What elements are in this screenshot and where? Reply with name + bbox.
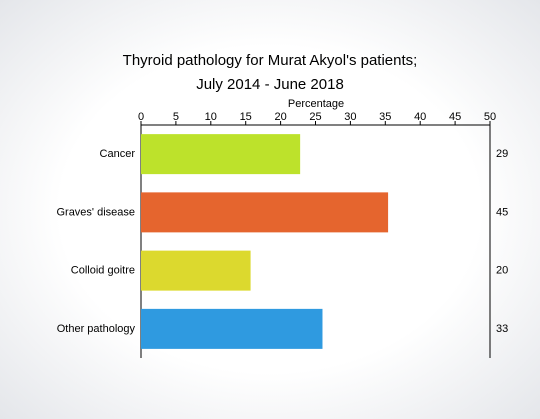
- x-tick-label: 30: [344, 111, 356, 123]
- count-label: 33: [496, 323, 508, 335]
- y-tick-label: Graves' disease: [56, 206, 135, 218]
- y-tick-label: Colloid goitre: [71, 265, 135, 277]
- y-tick-label: Other pathology: [57, 323, 136, 335]
- x-tick-label: 20: [274, 111, 286, 123]
- chart-title: Thyroid pathology for Murat Akyol's pati…: [123, 52, 418, 69]
- x-tick-label: 45: [449, 111, 461, 123]
- x-tick-label: 10: [205, 111, 217, 123]
- chart-subtitle: July 2014 - June 2018: [196, 76, 344, 93]
- x-tick-label: 5: [173, 111, 179, 123]
- count-label: 20: [496, 265, 508, 277]
- count-label: 45: [496, 206, 508, 218]
- x-tick-label: 40: [414, 111, 426, 123]
- y-tick-label: Cancer: [100, 148, 136, 160]
- x-axis-label: Percentage: [288, 98, 344, 110]
- x-tick-label: 50: [484, 111, 496, 123]
- bar: [141, 250, 251, 291]
- x-tick-label: 15: [240, 111, 252, 123]
- bar: [141, 192, 389, 233]
- x-tick-label: 0: [138, 111, 144, 123]
- bar: [141, 308, 323, 349]
- bar: [141, 134, 301, 175]
- x-tick-label: 25: [309, 111, 321, 123]
- count-label: 29: [496, 148, 508, 160]
- x-tick-label: 35: [379, 111, 391, 123]
